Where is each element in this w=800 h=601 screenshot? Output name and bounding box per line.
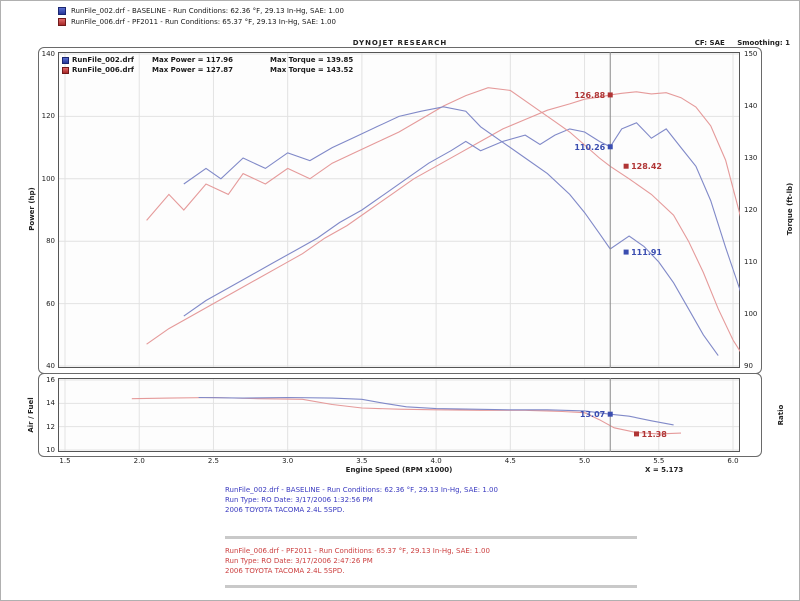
tick-label: 40 xyxy=(46,362,55,370)
pf2011-info-line2: Run Type: RO Date: 3/17/2006 2:47:26 PM xyxy=(225,557,373,565)
series-baseline-power xyxy=(183,122,740,317)
cursor-value-label: 110.26 xyxy=(574,143,605,152)
tick-label: 150 xyxy=(744,50,758,58)
tick-label: 100 xyxy=(744,310,758,318)
rpm-axis-title: Engine Speed (RPM x1000) xyxy=(345,466,453,474)
tick-label: 12 xyxy=(46,422,55,431)
tick-label: 2.0 xyxy=(133,457,145,465)
tick-label: 1.5 xyxy=(59,457,71,465)
tick-label: 16 xyxy=(46,376,55,384)
baseline-series-icon xyxy=(62,56,69,64)
power-torque-chart[interactable]: 126.88 110.26 128.42 111.91 xyxy=(58,52,740,368)
tick-label: 2.5 xyxy=(207,457,219,465)
legend-row-baseline: RunFile_002.drf - BASELINE - Run Conditi… xyxy=(58,5,344,16)
pf2011-run-icon xyxy=(58,17,66,26)
separator-bar xyxy=(225,536,637,539)
pf2011-run-info: RunFile_006.drf - PF2011 - Run Condition… xyxy=(225,546,645,576)
max-values-legend: RunFile_002.drf Max Power = 117.96 Max T… xyxy=(62,55,353,75)
tick-label: 140 xyxy=(744,102,758,110)
legend-row-pf2011: RunFile_006.drf - PF2011 - Run Condition… xyxy=(58,16,344,27)
baseline-run-info: RunFile_002.drf - BASELINE - Run Conditi… xyxy=(225,485,645,515)
tick-label: 60 xyxy=(46,299,55,308)
tick-label: 120 xyxy=(41,112,55,121)
afr-axis-ticks: 16 14 12 10 xyxy=(40,376,56,454)
cursor-value-marker xyxy=(623,249,629,255)
smoothing-label: Smoothing: 1 xyxy=(737,39,790,47)
baseline-info-line3: 2006 TOYOTA TACOMA 2.4L 5SPD. xyxy=(225,506,345,514)
cursor-value-label: 13.07 xyxy=(580,410,605,419)
cursor-value-marker xyxy=(607,411,613,417)
series-baseline-torque xyxy=(183,106,719,356)
cursor-value-marker xyxy=(607,144,613,150)
baseline-run-icon xyxy=(58,6,66,15)
tick-label: 4.0 xyxy=(430,457,442,465)
tick-label: 5.0 xyxy=(578,457,591,465)
max-values-row-baseline: RunFile_002.drf Max Power = 117.96 Max T… xyxy=(62,55,353,65)
baseline-max-power: Max Power = 117.96 xyxy=(152,56,233,64)
baseline-max-torque: Max Torque = 139.85 xyxy=(270,56,354,64)
tick-label: 80 xyxy=(46,237,55,246)
cursor-value-label: 126.88 xyxy=(574,91,605,100)
torque-axis-ticks: 150 140 130 120 110 100 90 xyxy=(741,50,765,370)
pf2011-info-line3: 2006 TOYOTA TACOMA 2.4L 5SPD. xyxy=(225,567,345,575)
pf2011-info-line1: RunFile_006.drf - PF2011 - Run Condition… xyxy=(225,547,490,555)
cursor-value-marker xyxy=(607,92,613,98)
run-file-legend: RunFile_002.drf - BASELINE - Run Conditi… xyxy=(58,5,344,27)
pf2011-series-icon xyxy=(62,66,69,74)
power-axis-title: Power (hp) xyxy=(28,187,36,231)
rpm-axis-ticks: 1.5 2.0 2.5 3.0 3.5 4.0 4.5 5.0 5.5 6.0 xyxy=(58,457,758,466)
separator-bar xyxy=(225,585,637,588)
pf2011-run-label: RunFile_006.drf - PF2011 - Run Condition… xyxy=(71,17,336,26)
tick-label: 130 xyxy=(744,154,758,162)
tick-label: 5.5 xyxy=(653,457,665,465)
tick-label: 90 xyxy=(744,362,753,370)
tick-label: 100 xyxy=(41,174,55,183)
correction-info: CF: SAE Smoothing: 1 xyxy=(685,39,790,47)
tick-label: 4.5 xyxy=(504,457,516,465)
tick-label: 140 xyxy=(41,50,55,58)
tick-label: 110 xyxy=(744,258,758,266)
cursor-x-readout: X = 5.173 xyxy=(645,466,684,474)
baseline-run-label: RunFile_002.drf - BASELINE - Run Conditi… xyxy=(71,6,344,15)
correction-factor-label: CF: SAE xyxy=(694,39,725,47)
tick-label: 3.0 xyxy=(282,457,294,465)
cursor-value-label: 11.38 xyxy=(642,430,668,439)
baseline-info-line1: RunFile_002.drf - BASELINE - Run Conditi… xyxy=(225,486,498,494)
max-values-row-pf2011: RunFile_006.drf Max Power = 127.87 Max T… xyxy=(62,65,353,75)
tick-label: 6.0 xyxy=(727,457,739,465)
pf2011-file-name: RunFile_006.drf xyxy=(72,66,134,74)
ratio-axis-title: Ratio xyxy=(777,404,785,426)
pf2011-max-power: Max Power = 127.87 xyxy=(152,66,233,74)
baseline-info-line2: Run Type: RO Date: 3/17/2006 1:32:56 PM xyxy=(225,496,373,504)
series-baseline-afr xyxy=(198,396,674,426)
cursor-value-label: 128.42 xyxy=(631,162,662,171)
cursor-value-label: 111.91 xyxy=(631,248,662,257)
pf2011-max-torque: Max Torque = 143.52 xyxy=(270,66,354,74)
airfuel-axis-title: Air / Fuel xyxy=(27,397,35,433)
cursor-value-marker xyxy=(623,163,629,169)
series-pf2011-power xyxy=(146,91,740,345)
series-pf2011-torque xyxy=(146,87,740,353)
tick-label: 3.5 xyxy=(356,457,368,465)
tick-label: 10 xyxy=(46,446,55,454)
cursor-value-marker xyxy=(634,431,640,437)
torque-axis-title: Torque (ft-lb) xyxy=(786,182,794,236)
app-title: DYNOJET RESEARCH xyxy=(352,39,448,47)
tick-label: 14 xyxy=(46,399,55,408)
tick-label: 120 xyxy=(744,206,758,214)
air-fuel-chart[interactable]: 13.07 11.38 xyxy=(58,378,740,452)
baseline-file-name: RunFile_002.drf xyxy=(72,56,134,64)
power-axis-ticks: 140 120 100 80 60 40 xyxy=(36,50,56,370)
